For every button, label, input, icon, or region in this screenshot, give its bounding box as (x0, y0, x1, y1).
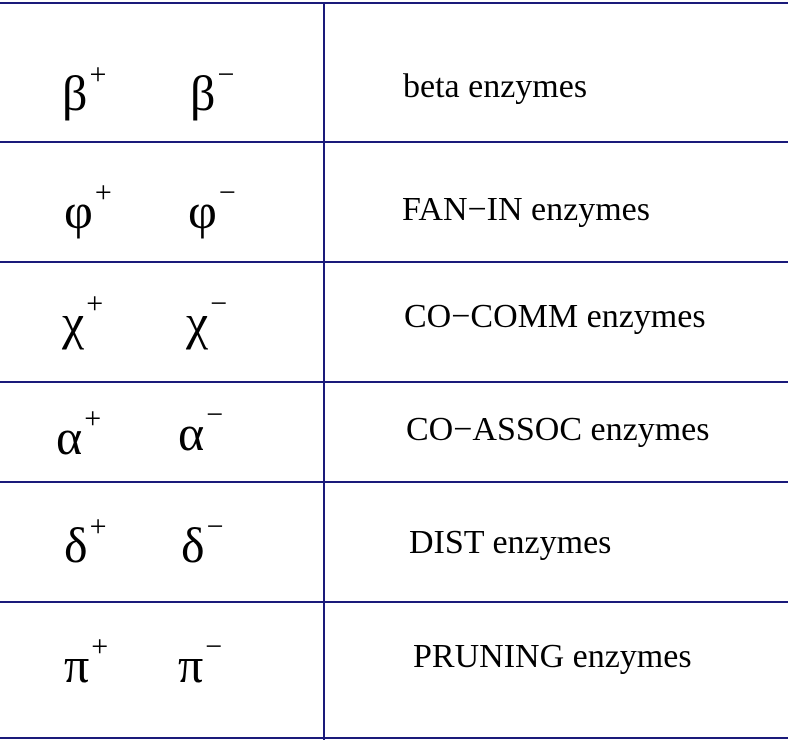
symbol-minus: δ− (181, 512, 223, 573)
symbol-letter: χ (62, 294, 85, 350)
symbol-minus: α− (178, 400, 223, 461)
symbol-sign: − (217, 58, 235, 91)
symbol-sign: + (91, 630, 109, 663)
symbol-sign: − (206, 510, 224, 543)
symbol-sign: − (218, 176, 236, 209)
enzyme-label: PRUNING enzymes (413, 638, 692, 675)
table-rule (0, 381, 788, 383)
symbol-sign: + (84, 402, 102, 435)
symbol-sign: + (94, 176, 112, 209)
symbol-plus: π+ (64, 632, 108, 693)
symbol-letter: φ (64, 183, 93, 239)
symbol-letter: π (178, 637, 204, 693)
column-divider (323, 2, 325, 740)
symbol-minus: β− (190, 60, 234, 121)
symbol-letter: φ (188, 183, 217, 239)
symbol-minus: χ− (186, 289, 227, 350)
symbol-plus: β+ (62, 60, 106, 121)
symbol-letter: β (62, 65, 88, 121)
symbol-sign: − (205, 630, 223, 663)
symbol-plus: φ+ (64, 178, 112, 239)
enzyme-label: beta enzymes (403, 68, 588, 105)
symbol-letter: β (190, 65, 216, 121)
enzyme-label: CO−ASSOC enzymes (406, 411, 710, 448)
symbol-sign: + (86, 287, 104, 320)
symbol-sign: + (89, 510, 107, 543)
table-rule (0, 141, 788, 143)
symbol-minus: φ− (188, 178, 236, 239)
symbol-plus: χ+ (62, 289, 103, 350)
symbol-sign: − (206, 398, 224, 431)
symbol-letter: δ (181, 517, 205, 573)
enzyme-label: FAN−IN enzymes (402, 191, 650, 228)
symbol-sign: + (89, 58, 107, 91)
symbol-letter: π (64, 637, 90, 693)
symbol-minus: π− (178, 632, 222, 693)
symbol-letter: α (178, 405, 205, 461)
table-rule (0, 481, 788, 483)
symbol-plus: α+ (56, 404, 101, 465)
table-rule (0, 601, 788, 603)
enzyme-label: CO−COMM enzymes (404, 298, 706, 335)
symbol-letter: χ (186, 294, 209, 350)
table-rule (0, 261, 788, 263)
symbol-sign: − (210, 287, 228, 320)
table-rule (0, 737, 788, 739)
symbol-letter: α (56, 409, 83, 465)
enzyme-label: DIST enzymes (409, 524, 612, 561)
symbol-letter: δ (64, 517, 88, 573)
table-rule (0, 2, 788, 4)
symbol-plus: δ+ (64, 512, 106, 573)
